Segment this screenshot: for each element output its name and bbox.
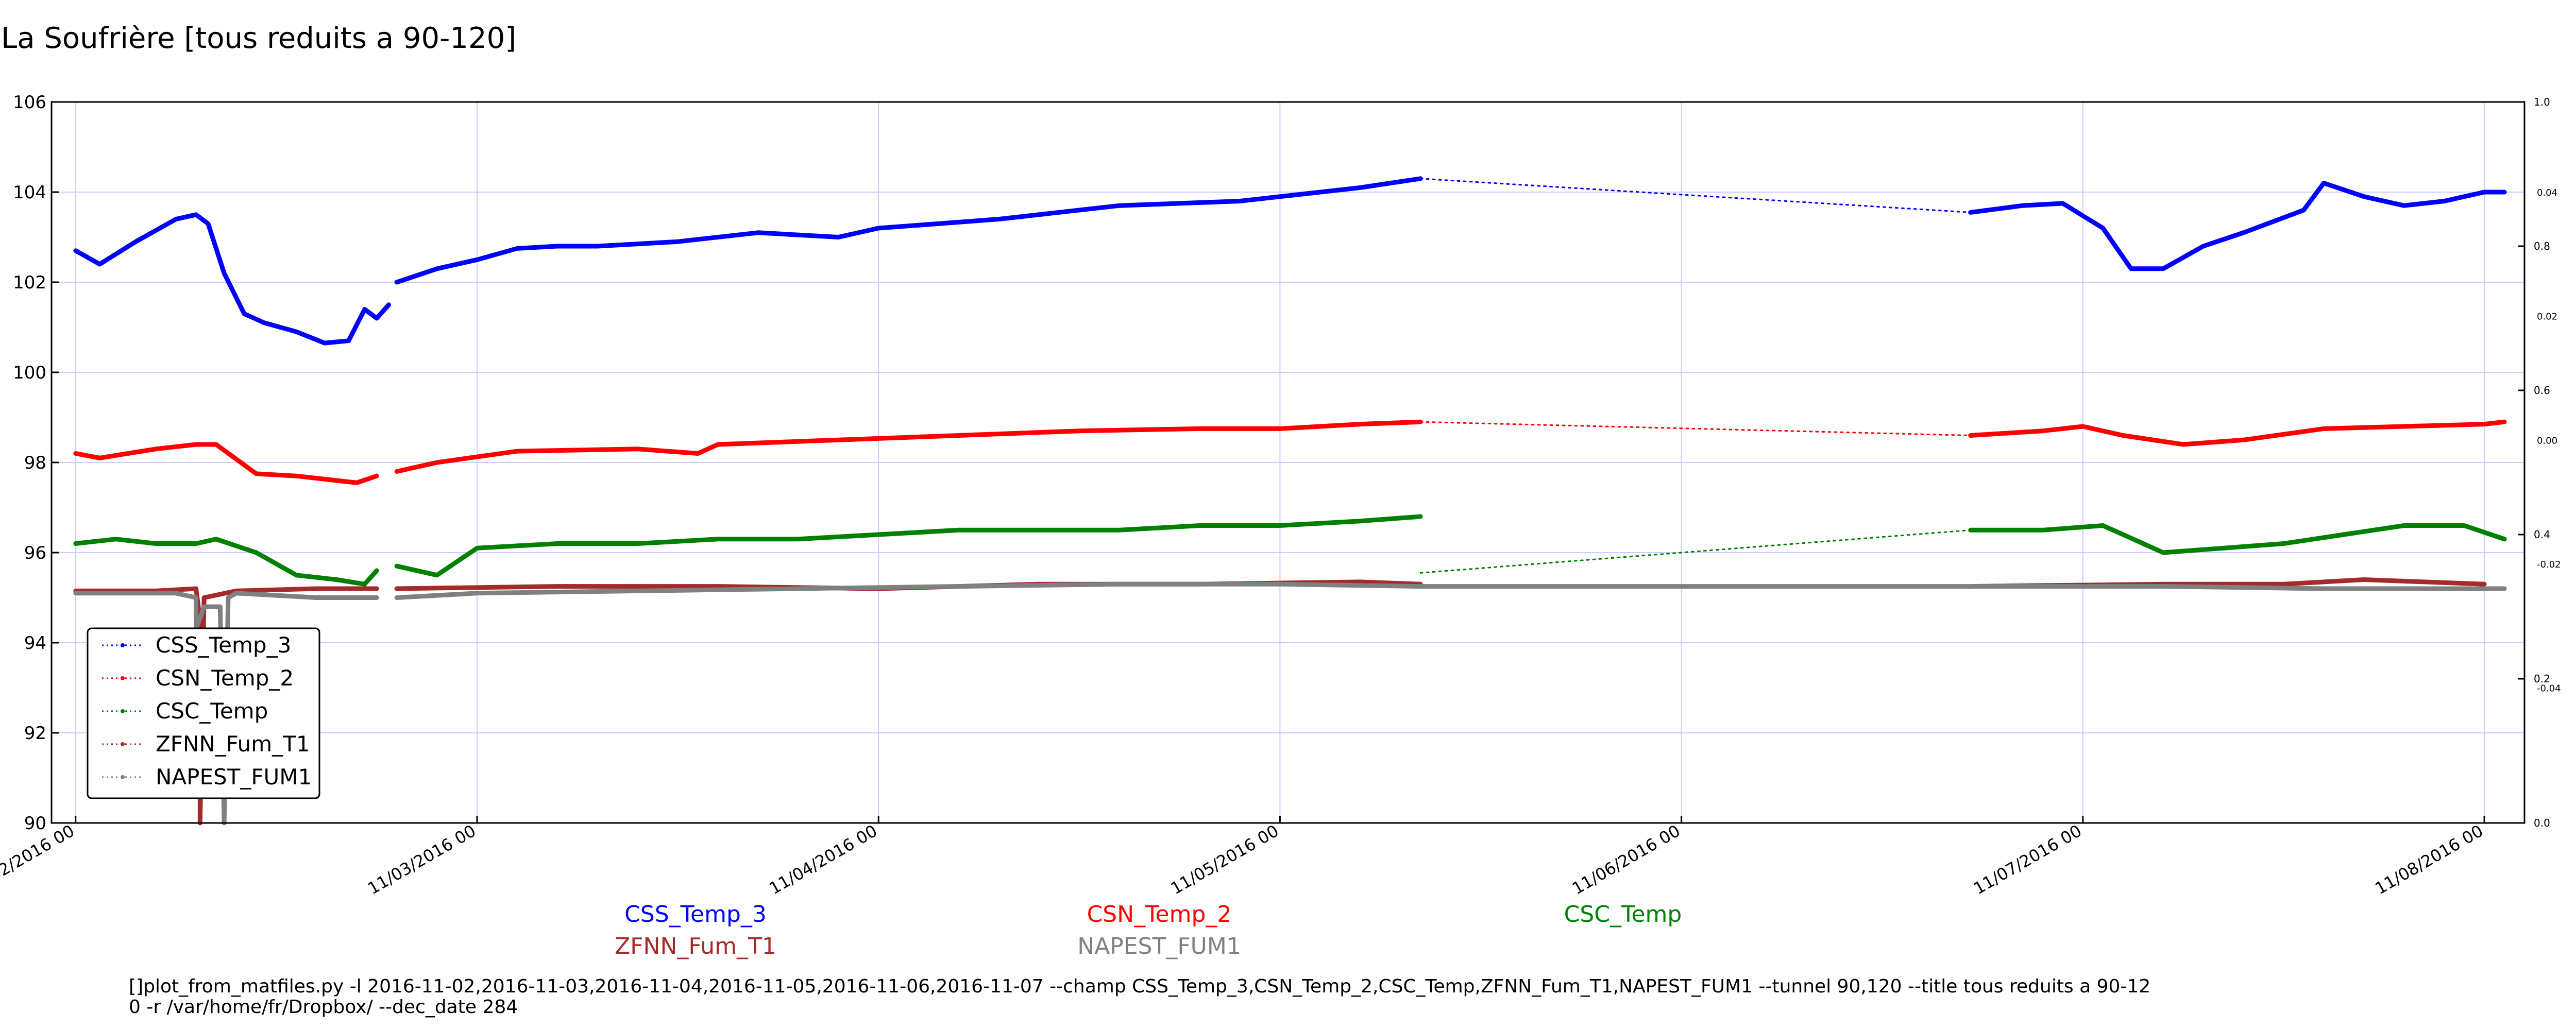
y-tick-label: 90 bbox=[24, 813, 46, 834]
right-inner-tick-label: -0.04 bbox=[2537, 683, 2561, 694]
legend-marker bbox=[121, 775, 125, 779]
y-tick-label: 96 bbox=[24, 543, 46, 563]
right-tick-label: 0.0 bbox=[2534, 817, 2550, 829]
bottom-legend-label: NAPEST_FUM1 bbox=[1077, 933, 1241, 959]
legend-box bbox=[87, 627, 320, 799]
series-line-CSS_Temp_3 bbox=[1968, 181, 2507, 271]
legend-label: CSN_Temp_2 bbox=[156, 665, 294, 691]
x-tick-label: 11/08/2016 00 bbox=[2371, 821, 2486, 899]
series-line-NAPEST_FUM1 bbox=[73, 591, 379, 826]
bottom-legend-label: CSS_Temp_3 bbox=[624, 901, 767, 928]
bottom-legend: CSS_Temp_3 CSN_Temp_2 CSC_Temp ZFNN_Fum_T1 N… bbox=[615, 901, 1682, 959]
series-line-CSS_Temp_3 bbox=[394, 176, 1423, 285]
right-inner-tick-label: 0.02 bbox=[2537, 312, 2557, 322]
x-tick-label: 11/04/2016 00 bbox=[766, 821, 880, 899]
legend-marker bbox=[121, 676, 125, 680]
x-tick-label: 11/06/2016 00 bbox=[1569, 821, 1684, 899]
grid bbox=[52, 101, 2524, 823]
right-tick-label: 0.4 bbox=[2534, 528, 2550, 541]
legend-label: ZFNN_Fum_T1 bbox=[156, 731, 310, 757]
right-tick-label: 0.2 bbox=[2534, 673, 2550, 685]
right-tick-label: 1.0 bbox=[2534, 96, 2550, 108]
legend-marker bbox=[121, 709, 125, 713]
series-line-CSS_Temp_3 bbox=[73, 212, 391, 346]
x-tick-label: 11/03/2016 00 bbox=[364, 821, 479, 899]
bottom-legend-label: CSN_Temp_2 bbox=[1087, 901, 1232, 928]
right-tick-label: 0.8 bbox=[2534, 240, 2550, 252]
series-line-CSC_Temp bbox=[1419, 529, 1972, 574]
bottom-legend-label: CSC_Temp bbox=[1564, 901, 1682, 928]
series-line-CSS_Temp_3 bbox=[1419, 178, 1972, 213]
series-line-CSC_Temp bbox=[394, 514, 1423, 578]
legend-label: CSS_Temp_3 bbox=[156, 632, 291, 658]
series-line-CSN_Temp_2 bbox=[394, 419, 1423, 474]
y-tick-label: 94 bbox=[24, 633, 46, 654]
command-line-1: []plot_from_matfiles.py -l 2016-11-02,20… bbox=[129, 976, 2151, 997]
y-tick-label: 98 bbox=[24, 453, 46, 473]
series-line-CSC_Temp bbox=[1968, 523, 2507, 555]
series-line-NAPEST_FUM1 bbox=[394, 581, 2507, 600]
legend-label: CSC_Temp bbox=[156, 698, 268, 724]
y-tick-label: 104 bbox=[13, 182, 46, 203]
right-inner-tick-label: 0.00 bbox=[2537, 435, 2557, 446]
series-line-CSN_Temp_2 bbox=[73, 442, 379, 485]
bottom-legend-label: ZFNN_Fum_T1 bbox=[615, 933, 776, 959]
series-lines bbox=[73, 176, 2507, 826]
y-tick-label: 92 bbox=[24, 723, 46, 744]
x-tick-label: 11/07/2016 00 bbox=[1970, 821, 2085, 899]
right-tick-label: 0.6 bbox=[2534, 384, 2550, 397]
y-tick-label: 100 bbox=[13, 363, 46, 383]
page-title: La Soufrière [tous reduits a 90-120] bbox=[1, 22, 517, 55]
command-line-2: 0 -r /var/home/fr/Dropbox/ --dec_date 28… bbox=[129, 997, 518, 1018]
y-tick-label: 102 bbox=[13, 272, 46, 293]
x-tick-label: 11/05/2016 00 bbox=[1167, 821, 1282, 899]
legend-marker bbox=[121, 742, 125, 746]
series-line-CSC_Temp bbox=[73, 537, 379, 587]
series-line-CSN_Temp_2 bbox=[1419, 421, 1972, 436]
legend-marker bbox=[121, 643, 125, 647]
right-inner-tick-label: 0.04 bbox=[2537, 187, 2557, 198]
legend: CSS_Temp_3 CSN_Temp_2 CSC_Temp ZFNN_Fum_T1 N… bbox=[87, 627, 320, 799]
y-tick-label: 106 bbox=[13, 92, 46, 113]
series-line-CSN_Temp_2 bbox=[1968, 419, 2507, 447]
legend-label: NAPEST_FUM1 bbox=[156, 764, 312, 789]
right-inner-tick-label: -0.02 bbox=[2537, 559, 2561, 570]
